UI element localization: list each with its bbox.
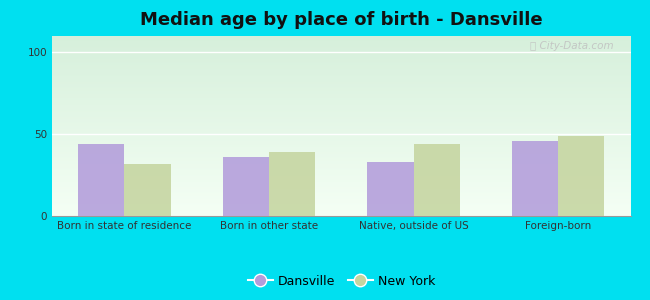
Bar	[558, 136, 605, 216]
Bar	[223, 157, 269, 216]
Bar	[367, 162, 413, 216]
Legend: Dansville, New York: Dansville, New York	[242, 269, 440, 292]
Bar	[269, 152, 315, 216]
Bar	[78, 144, 124, 216]
Bar	[512, 141, 558, 216]
Bar	[124, 164, 170, 216]
Title: Median age by place of birth - Dansville: Median age by place of birth - Dansville	[140, 11, 543, 29]
Bar	[413, 144, 460, 216]
Text: Ⓢ City-Data.com: Ⓢ City-Data.com	[530, 41, 613, 51]
